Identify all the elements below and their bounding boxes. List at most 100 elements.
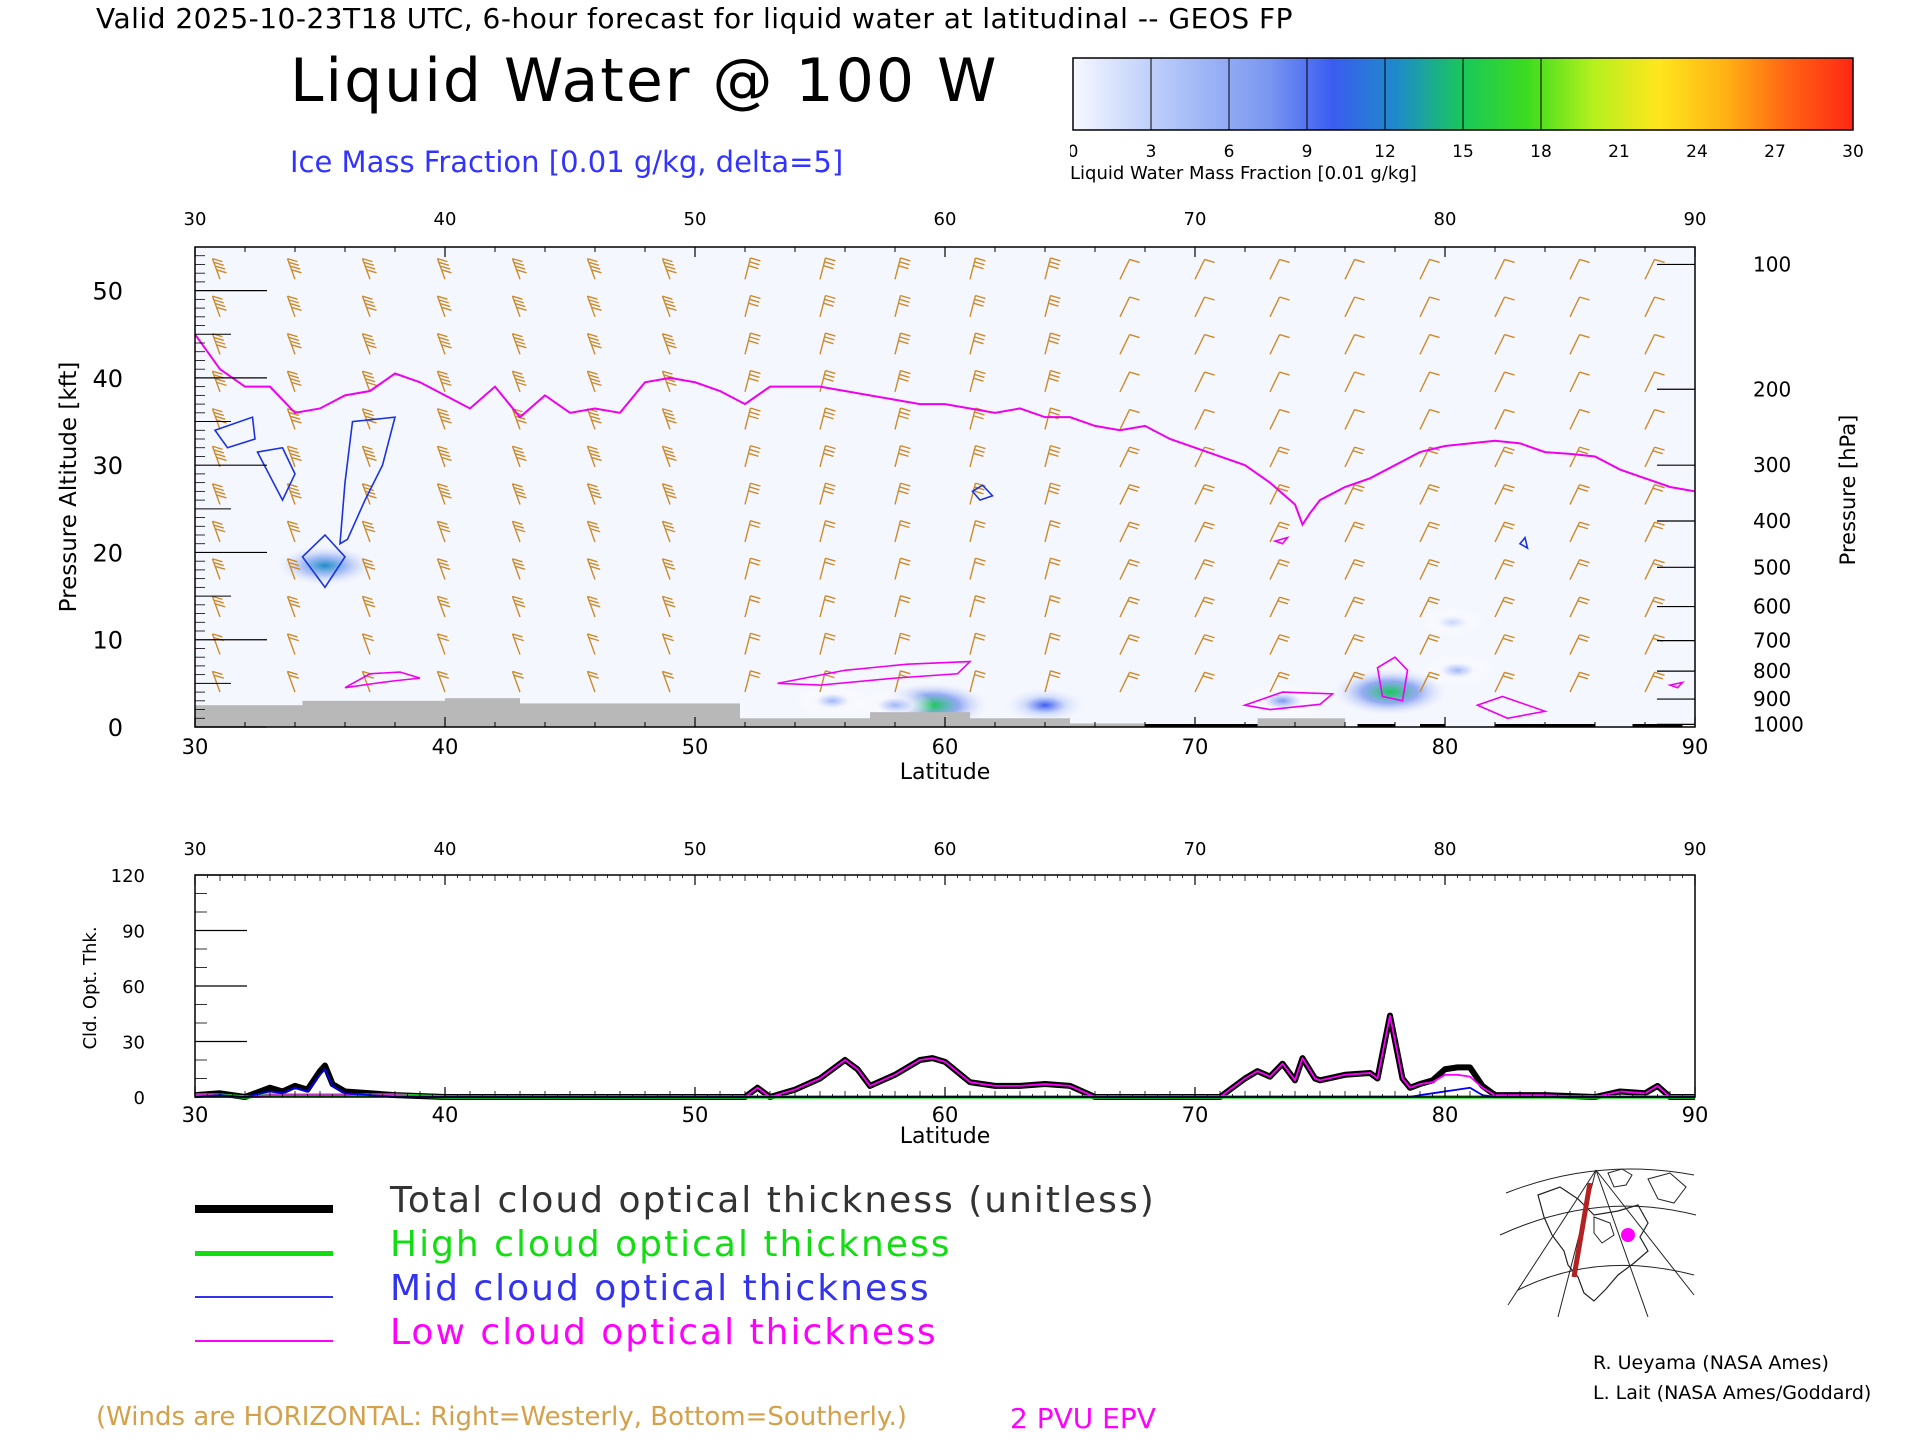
pressure-tick-label: 1000 bbox=[1753, 712, 1804, 736]
wind-barb-flag bbox=[1048, 490, 1059, 495]
wind-barb-staff bbox=[894, 633, 902, 655]
x-tick-label-top: 90 bbox=[1684, 209, 1707, 230]
wind-barb-flag bbox=[512, 257, 523, 263]
wind-barb-flag bbox=[750, 519, 761, 525]
wind-barb-staff bbox=[1119, 296, 1131, 318]
wind-barb-flag bbox=[216, 306, 227, 311]
wind-barb bbox=[1344, 596, 1365, 618]
wind-barb-flag bbox=[666, 456, 677, 462]
wind-barb bbox=[361, 595, 376, 618]
wind-barb-flag bbox=[1202, 675, 1214, 680]
wind-barb-staff bbox=[361, 596, 371, 618]
wind-barb-staff bbox=[894, 670, 902, 693]
wind-barb-flag bbox=[1352, 675, 1364, 680]
wind-barb-flag bbox=[974, 636, 985, 641]
wind-barb-flag bbox=[214, 490, 226, 495]
wind-barb-staff bbox=[511, 596, 521, 618]
legend-label: High cloud optical thickness bbox=[390, 1223, 952, 1265]
wind-barb-flag bbox=[823, 264, 834, 270]
wind-barb-flag bbox=[512, 445, 523, 450]
wind-barb bbox=[361, 445, 377, 468]
wind-barb-staff bbox=[661, 558, 671, 580]
wind-barb bbox=[286, 633, 300, 655]
wind-barb-flag bbox=[437, 520, 448, 525]
wind-barb bbox=[1494, 634, 1515, 655]
wind-barb-flag bbox=[662, 633, 673, 638]
legend-label: Low cloud optical thickness bbox=[390, 1311, 938, 1353]
wind-barb-staff bbox=[969, 482, 977, 505]
wind-barb-flag bbox=[1354, 483, 1365, 489]
wind-barb bbox=[436, 520, 451, 543]
wind-barb-staff bbox=[969, 370, 977, 393]
wind-barb bbox=[744, 632, 761, 655]
wind-barb-flag bbox=[512, 633, 523, 638]
wind-barb bbox=[511, 333, 527, 355]
wind-barb-staff bbox=[1044, 670, 1052, 693]
wind-barb bbox=[1344, 671, 1365, 693]
wind-barb bbox=[211, 483, 227, 505]
wind-barb-flag bbox=[363, 524, 375, 529]
plot-background bbox=[195, 247, 1695, 727]
wind-barb-staff bbox=[1419, 259, 1431, 280]
credits: R. Ueyama (NASA Ames) L. Lait (NASA Ames… bbox=[1593, 1348, 1871, 1408]
wind-barb-flag bbox=[213, 486, 225, 492]
low-cloud-contour bbox=[1475, 695, 1549, 720]
wind-barb-flag bbox=[287, 595, 298, 601]
wind-barb-flag bbox=[900, 482, 911, 487]
wind-barb-flag bbox=[212, 257, 223, 263]
wind-barb bbox=[1644, 521, 1665, 543]
wind-barb-flag bbox=[1429, 296, 1440, 301]
wind-barb-flag bbox=[1050, 407, 1061, 412]
wind-barb-flag bbox=[974, 448, 985, 454]
wind-barb-flag bbox=[1502, 525, 1514, 530]
wind-barb-flag bbox=[1049, 448, 1060, 454]
ice-contour bbox=[213, 416, 256, 449]
wind-barb-flag bbox=[1129, 333, 1140, 339]
wind-barb-staff bbox=[511, 483, 521, 505]
wind-barb-flag bbox=[823, 302, 834, 307]
wind-barb-flag bbox=[516, 494, 527, 499]
wind-barb-staff bbox=[1344, 296, 1356, 318]
wind-barb-flag bbox=[662, 257, 673, 263]
cot-x-tick-label-top: 40 bbox=[434, 839, 457, 860]
cot-x-tick-label-top: 50 bbox=[684, 839, 707, 860]
low-cloud-contour bbox=[344, 671, 421, 689]
wind-barb-staff bbox=[661, 370, 671, 393]
wind-barb bbox=[436, 370, 452, 393]
wind-barb-staff bbox=[211, 521, 221, 543]
wind-barb-flag bbox=[363, 374, 375, 379]
wind-barb-staff bbox=[894, 370, 902, 393]
credit-line-1: R. Ueyama (NASA Ames) bbox=[1593, 1352, 1829, 1374]
wind-barb-staff bbox=[211, 446, 221, 468]
wind-barb-flag bbox=[289, 302, 301, 308]
wind-barb-flag bbox=[975, 670, 986, 675]
wind-barb-flag bbox=[513, 374, 525, 379]
wind-barb-flag bbox=[1279, 371, 1290, 376]
wind-barb-flag bbox=[516, 381, 527, 387]
wind-barb-flag bbox=[591, 419, 602, 424]
wind-barb-staff bbox=[819, 445, 827, 468]
wind-barb-staff bbox=[511, 370, 521, 393]
wind-barb-flag bbox=[1279, 446, 1290, 451]
wind-barb-flag bbox=[587, 257, 598, 263]
wind-barb-flag bbox=[750, 444, 761, 450]
wind-barb bbox=[1194, 258, 1215, 280]
wind-barb-flag bbox=[1279, 408, 1290, 414]
wind-barb-flag bbox=[1279, 634, 1290, 639]
wind-barb-flag bbox=[588, 336, 600, 342]
wind-barb-staff bbox=[1419, 334, 1431, 355]
wind-barb-flag bbox=[513, 261, 525, 267]
wind-barb-flag bbox=[750, 294, 761, 300]
wind-barb-staff bbox=[211, 370, 221, 393]
wind-barb-staff bbox=[361, 295, 371, 318]
wind-barb-staff bbox=[1044, 595, 1052, 618]
wind-barb-flag bbox=[1352, 450, 1364, 455]
wind-barb bbox=[286, 445, 302, 468]
wind-barb-flag bbox=[1127, 600, 1139, 605]
wind-barb-staff bbox=[969, 407, 977, 430]
wind-barb-flag bbox=[1354, 559, 1365, 564]
wind-barb bbox=[1344, 371, 1365, 393]
wind-barb-flag bbox=[363, 636, 375, 642]
wind-barb bbox=[1644, 671, 1665, 693]
wind-barb bbox=[1344, 483, 1365, 505]
